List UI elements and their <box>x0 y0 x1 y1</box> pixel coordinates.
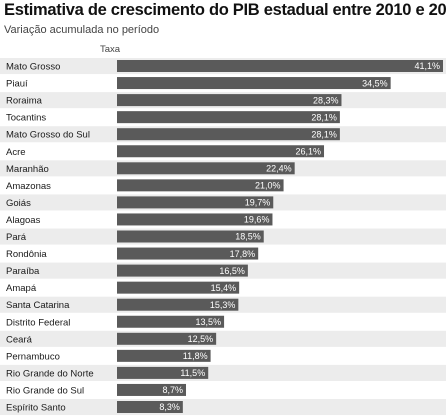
value-label: 41,1% <box>414 61 440 71</box>
bar <box>117 298 239 311</box>
value-label: 8,3% <box>159 402 180 412</box>
category-label: Rio Grande do Sul <box>6 385 84 396</box>
row-band <box>0 330 446 347</box>
value-label: 12,5% <box>188 334 214 344</box>
category-label: Goiás <box>6 198 31 209</box>
chart-title: Estimativa de crescimento do PIB estadua… <box>4 1 446 19</box>
category-label: Ceará <box>6 334 33 345</box>
value-label: 26,1% <box>295 146 321 156</box>
value-label: 13,5% <box>196 317 222 327</box>
value-label: 34,5% <box>362 78 388 88</box>
bar <box>117 196 274 209</box>
bar <box>117 383 187 396</box>
bar <box>117 128 340 141</box>
row-band <box>0 347 446 364</box>
value-label: 19,6% <box>244 215 270 225</box>
value-label: 11,5% <box>180 368 205 378</box>
value-label: 19,7% <box>245 198 271 208</box>
bar <box>117 281 240 294</box>
category-label: Rio Grande do Norte <box>6 368 94 379</box>
category-label: Maranhão <box>6 164 49 175</box>
category-label: Amapá <box>6 283 37 294</box>
bar <box>117 264 248 277</box>
row-band <box>0 364 446 381</box>
category-label: Santa Catarina <box>6 300 70 311</box>
value-label: 17,8% <box>230 249 256 259</box>
category-label: Tocantins <box>6 113 46 124</box>
bar <box>117 77 391 90</box>
bar <box>117 332 217 345</box>
bar <box>117 366 209 379</box>
bar <box>117 213 273 226</box>
value-label: 28,1% <box>311 129 337 139</box>
bar <box>117 230 264 243</box>
bar <box>117 247 259 260</box>
value-label: 28,3% <box>313 95 339 105</box>
row-band <box>0 381 446 398</box>
value-label: 21,0% <box>255 181 281 191</box>
bar <box>117 179 284 192</box>
category-label: Roraima <box>6 96 43 107</box>
value-label: 28,1% <box>311 112 337 122</box>
chart-subtitle: Variação acumulada no período <box>4 24 160 36</box>
category-label: Paraíba <box>6 266 40 277</box>
category-label: Mato Grosso <box>6 62 60 73</box>
category-label: Mato Grosso do Sul <box>6 130 90 141</box>
category-label: Rondônia <box>6 249 47 260</box>
bar <box>117 111 340 124</box>
column-label-taxa: Taxa <box>100 44 121 55</box>
value-label: 11,8% <box>183 351 208 361</box>
value-label: 15,3% <box>210 300 236 310</box>
value-label: 16,5% <box>219 266 245 276</box>
bar <box>117 94 342 107</box>
category-label: Amazonas <box>6 181 51 192</box>
bar <box>117 315 225 328</box>
category-label: Alagoas <box>6 215 41 226</box>
value-label: 18,5% <box>235 232 261 242</box>
category-label: Pará <box>6 232 27 243</box>
value-label: 8,7% <box>162 385 183 395</box>
value-label: 15,4% <box>211 283 237 293</box>
bar <box>117 401 183 413</box>
bar <box>117 349 211 362</box>
category-label: Piauí <box>6 79 28 90</box>
row-band <box>0 399 446 416</box>
bar <box>117 145 325 158</box>
category-label: Pernambuco <box>6 351 60 362</box>
category-label: Espírito Santo <box>6 403 66 414</box>
bar <box>117 162 295 175</box>
category-label: Acre <box>6 147 26 158</box>
category-label: Distrito Federal <box>6 317 70 328</box>
bar <box>117 60 443 72</box>
value-label: 22,4% <box>266 164 292 174</box>
